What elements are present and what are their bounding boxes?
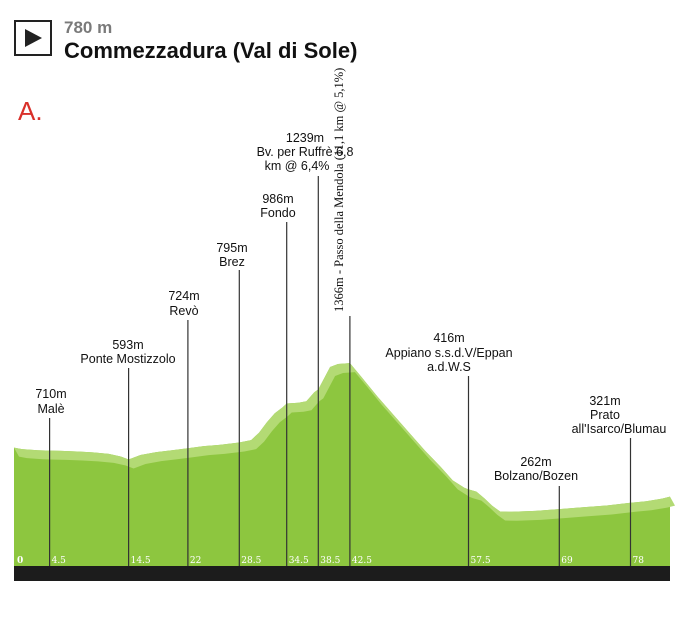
km-label-2: 22 [190,556,201,566]
label-revo-name: Revò [169,304,198,318]
km-label-5: 38.5 [320,556,340,566]
start-town-title: Commezzadura (Val di Sole) [64,38,358,63]
play-button[interactable] [14,20,52,56]
label-appiano-line1: Appiano s.s.d.V/Eppan [385,346,512,360]
km-label-6: 42.5 [352,556,372,566]
label-mendola: 1366m - Passo della Mendola (11,1 km @ 5… [332,68,346,312]
label-brez-alt: 795m [216,241,247,255]
label-prato-alt: 321m [589,394,620,408]
waypoint-labels: 710m Malè 593m Ponte Mostizzolo 724m Rev… [35,68,666,483]
label-appiano-alt: 416m [433,331,464,345]
start-altitude: 780 m [64,18,113,37]
play-triangle-icon [25,29,42,47]
label-appiano-line2: a.d.W.S [427,360,471,374]
profile-area [14,363,675,566]
label-ruffre-line1: Bv. per Ruffrè 6,8 [257,145,354,159]
label-bolzano-alt: 262m [520,455,551,469]
stage-letter: A. [18,96,43,126]
label-fondo-name: Fondo [260,206,295,220]
label-prato-line1: Prato [590,408,620,422]
km-label-0: 4.5 [52,556,67,566]
label-fondo-alt: 986m [262,192,293,206]
km-label-start: 0 [17,556,23,566]
marker-lines [48,176,632,566]
label-ponte-name: Ponte Mostizzolo [80,352,175,366]
label-bolzano-name: Bolzano/Bozen [494,469,578,483]
label-ponte-alt: 593m [112,338,143,352]
profile-fill [14,363,670,566]
km-labels: 4.5 14.5 22 28.5 34.5 38.5 42.5 57.5 69 78 0 [17,556,644,566]
label-ruffre-alt: 1239m [286,131,324,145]
label-prato-line2: all'Isarco/Blumau [572,422,667,436]
km-label-3: 28.5 [241,556,261,566]
label-revo-alt: 724m [168,289,199,303]
km-label-1: 14.5 [131,556,151,566]
km-label-8: 69 [561,556,573,566]
km-label-7: 57.5 [471,556,491,566]
label-ruffre-line2: km @ 6,4% [265,159,330,173]
km-label-4: 34.5 [289,556,309,566]
km-label-9: 78 [633,556,645,566]
profile-baseline [14,566,670,581]
label-male-alt: 710m [35,387,66,401]
label-brez-name: Brez [219,255,245,269]
stage-header: 780 m Commezzadura (Val di Sole) [14,18,674,70]
label-male-name: Malè [37,402,64,416]
